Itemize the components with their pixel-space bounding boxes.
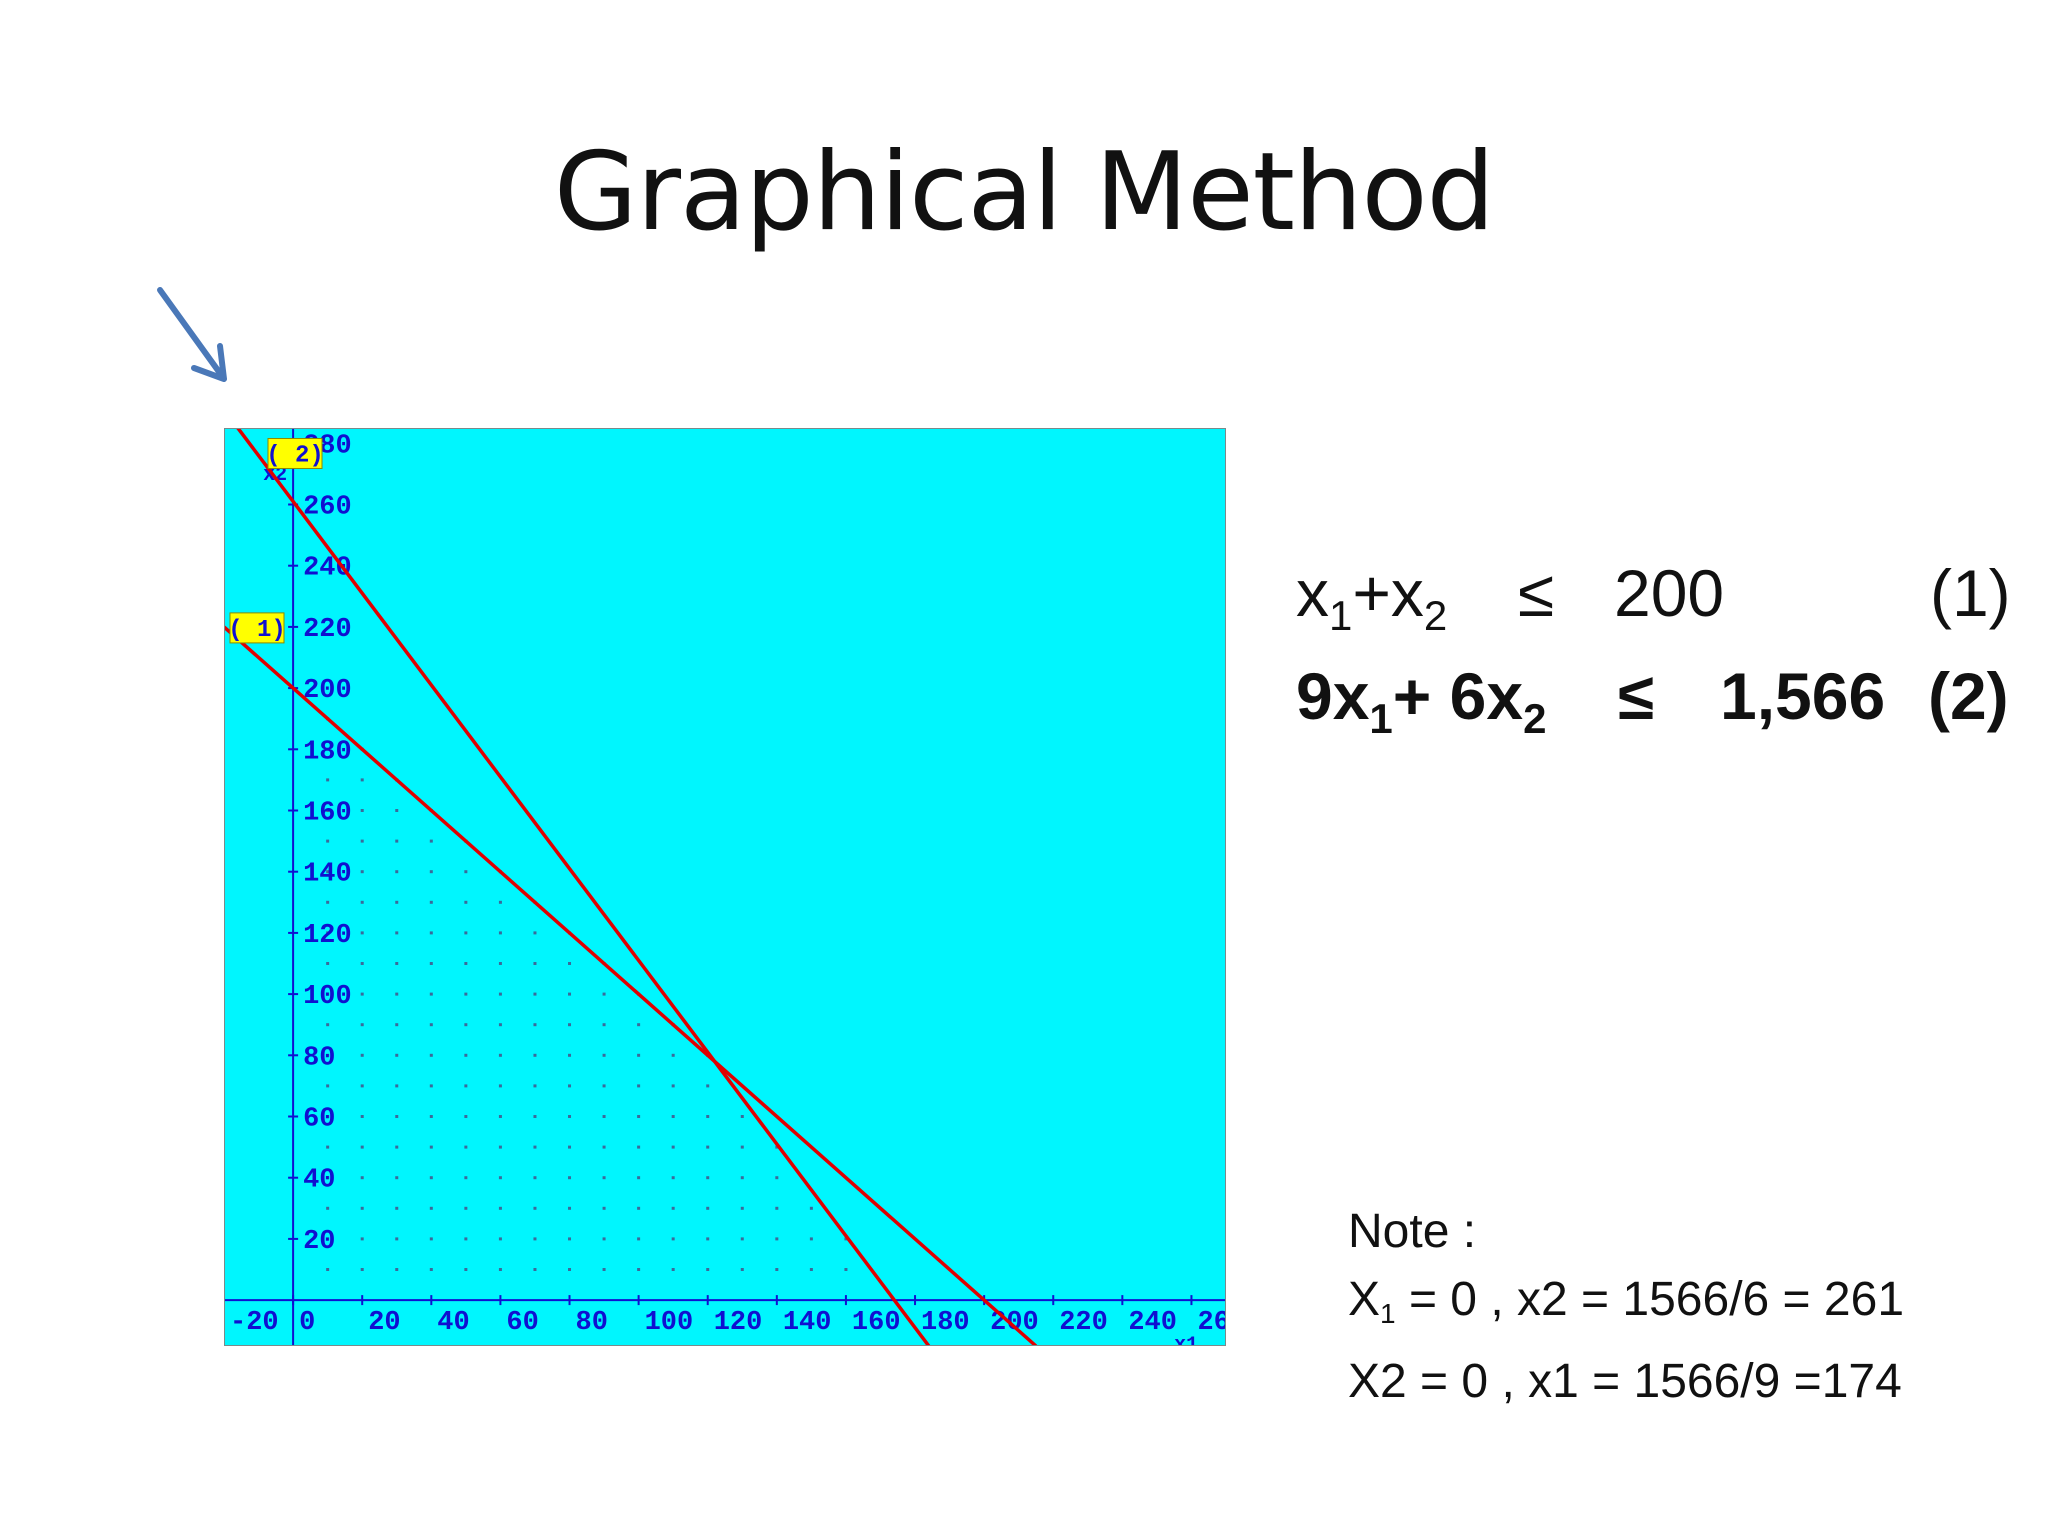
- note-heading: Note :: [1348, 1205, 1477, 1258]
- constraint-1-term-1: x: [1296, 556, 1329, 630]
- y-tick-label: 60: [303, 1105, 335, 1135]
- constraint-2-relation: ≤: [1618, 659, 1655, 733]
- pointer-arrow-icon: [157, 287, 227, 382]
- constraint-line-2: [235, 428, 931, 1346]
- x-tick-label: 240: [1128, 1308, 1177, 1338]
- x-tick-label: 100: [645, 1308, 694, 1338]
- note-line-2: X2 = 0 , x1 = 1566/9 =174: [1348, 1355, 1902, 1408]
- line-tag-label-1: ( 1): [228, 617, 286, 644]
- slide-title: Graphical Method: [553, 130, 1495, 255]
- x-tick-label: -20: [230, 1308, 279, 1338]
- constraint-1-sub-2: 2: [1423, 592, 1448, 639]
- note-block: Note : X1 = 0 , x2 = 1566/6 = 261 X2 = 0…: [1348, 1198, 1904, 1416]
- y-tick-label: 200: [303, 676, 352, 706]
- x-tick-label: 260: [1197, 1308, 1226, 1338]
- y-tick-label: 220: [303, 615, 352, 645]
- x-tick-label: 20: [368, 1308, 400, 1338]
- x-tick-label: 120: [714, 1308, 763, 1338]
- x-tick-label: 40: [437, 1308, 469, 1338]
- constraint-2-term-2: + 6x: [1392, 659, 1524, 733]
- y-tick-label: 140: [303, 860, 352, 890]
- x-tick-label: 160: [852, 1308, 901, 1338]
- constraint-2-label: (2): [1928, 659, 2009, 733]
- y-tick-label: 160: [303, 799, 352, 829]
- y-tick-label: 100: [303, 982, 352, 1012]
- line-tag-box-2: [267, 437, 323, 469]
- plot-background: [224, 428, 1226, 1346]
- line-tag-box-1: [229, 612, 285, 644]
- y-tick-label: 20: [303, 1227, 335, 1257]
- lp-graph: -20 0 20 40 60 80 100 120 140 160 180 200 220 240 260 2…: [224, 428, 1226, 1346]
- constraint-line-1: [224, 625, 1038, 1346]
- x-tick-label: 60: [506, 1308, 538, 1338]
- constraint-2-term-1: 9x: [1296, 659, 1370, 733]
- y-tick-label: 260: [303, 493, 352, 523]
- note-line-1-var: X: [1348, 1273, 1381, 1326]
- line-tag-label-2: ( 2): [266, 442, 324, 469]
- note-line-1: X1 = 0 , x2 = 1566/6 = 261: [1348, 1266, 1904, 1348]
- x-tick-label: 180: [921, 1308, 970, 1338]
- constraint-2-sub-2: 2: [1523, 695, 1547, 742]
- constraint-1-label: (1): [1930, 556, 2011, 630]
- x-tick-label: 220: [1059, 1308, 1108, 1338]
- y-tick-label: 40: [303, 1166, 335, 1196]
- y-tick-label: 80: [303, 1043, 335, 1073]
- x-tick-label: 80: [576, 1308, 608, 1338]
- note-line-1-rest: = 0 , x2 = 1566/6 = 261: [1408, 1273, 1905, 1326]
- y-tick-label: 180: [303, 737, 352, 767]
- note-line-1-sub: 1: [1380, 1298, 1396, 1329]
- plot-border: [224, 428, 1226, 1346]
- feasible-region-dots: [326, 717, 848, 1271]
- x-tick-label: 0: [299, 1308, 315, 1338]
- constraint-1-relation: ≤: [1518, 556, 1555, 630]
- constraint-1-sub-1: 1: [1329, 592, 1353, 639]
- constraint-2-rhs: 1,566: [1720, 659, 1886, 733]
- x-tick-label: 140: [783, 1308, 832, 1338]
- constraint-2-sub-1: 1: [1369, 695, 1393, 742]
- constraint-1-term-2: +x: [1352, 556, 1424, 630]
- x-axis-label: x1: [1174, 1334, 1198, 1346]
- constraint-1-rhs: 200: [1614, 556, 1725, 630]
- y-tick-label: 120: [303, 921, 352, 951]
